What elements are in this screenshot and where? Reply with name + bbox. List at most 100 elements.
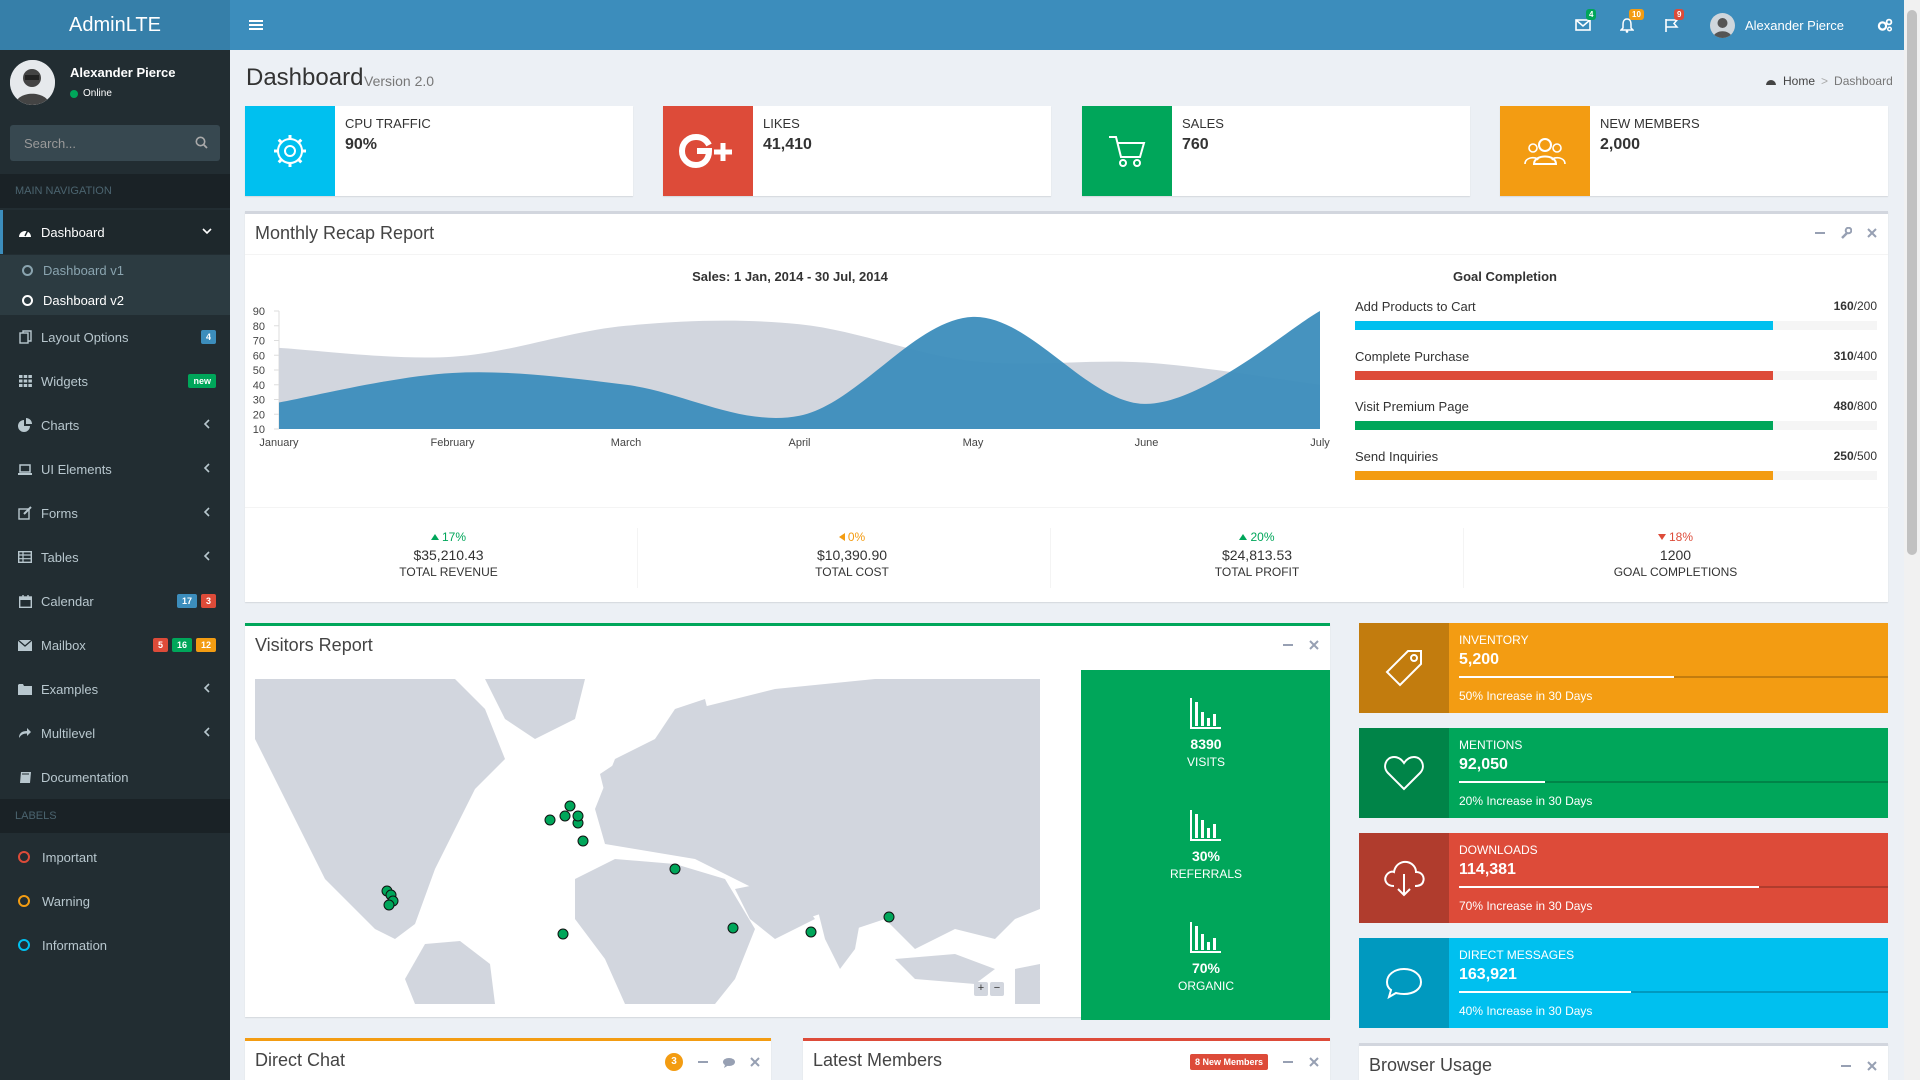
heart-icon [1359,728,1449,818]
sidebar-item-tables[interactable]: Tables [0,535,230,579]
dashboard-submenu: Dashboard v1 Dashboard v2 [0,255,230,315]
sidebar-toggle-icon[interactable] [244,0,268,50]
close-icon [1309,1057,1319,1067]
sidebar-item-ui-elements[interactable]: UI Elements [0,447,230,491]
circle-icon [18,939,30,951]
sidebar-subitem-dashboard-v2[interactable]: Dashboard v2 [0,285,230,315]
contacts-toggle-button[interactable] [723,1056,735,1068]
card-description: 50% Increase in 30 Days [1459,689,1593,703]
circle-icon [18,895,30,907]
bar-chart-icon [1190,922,1221,953]
progress-fill [1355,421,1773,430]
sidebar-subitem-dashboard-v1[interactable]: Dashboard v1 [0,255,230,285]
description-block: 0% $10,390.90 TOTAL COST [637,530,1067,579]
progress-fill [1459,781,1545,783]
edit-icon [18,506,32,520]
close-icon [1867,228,1877,238]
notifications-menu-button[interactable]: 10 [1612,0,1644,50]
sidebar-item-label: Calendar [41,593,94,609]
breadcrumb-home-link[interactable]: Home [1783,74,1816,88]
collapse-button[interactable] [697,1056,709,1068]
sidebar-item-mailbox[interactable]: Mailbox 5 16 12 [0,623,230,667]
sidebar-item-label: Widgets [41,373,88,389]
progress-bar [1355,371,1877,380]
x-tick-label: April [788,437,810,449]
sidebar-item-multilevel[interactable]: Multilevel [0,711,230,755]
collapse-button[interactable] [1282,1056,1294,1068]
subitem-label: Dashboard v2 [43,292,124,308]
sidebar-item-label: Multilevel [41,725,96,741]
collapse-button[interactable] [1814,227,1826,239]
sidebar-item-examples[interactable]: Examples [0,667,230,711]
description-amount: $10,390.90 [816,547,888,563]
x-tick-label: March [611,437,642,449]
user-name: Alexander Pierce [70,65,176,80]
laptop-icon [18,462,32,476]
info-box-new-members: NEW MEMBERS 2,000 [1500,106,1888,196]
remove-button[interactable] [1866,227,1878,239]
sidebar-item-forms[interactable]: Forms [0,491,230,535]
sidebar-item-calendar[interactable]: Calendar 17 3 [0,579,230,623]
tasks-menu-button[interactable]: 9 [1656,0,1686,50]
remove-button[interactable] [1866,1060,1878,1072]
series-area-1 [279,311,1320,429]
share-icon [18,726,32,740]
info-box-label: CPU TRAFFIC [345,116,431,131]
card-title: DOWNLOADS [1459,843,1538,857]
caret-down-icon [1657,534,1666,540]
map-zoom-in-button[interactable]: + [974,982,988,996]
world-map[interactable]: + − [255,679,1040,1004]
collapse-button[interactable] [1282,639,1294,651]
sidebar-item-charts[interactable]: Charts [0,403,230,447]
goal-label: Add Products to Cart [1355,299,1476,314]
box-title: Monthly Recap Report [255,223,435,243]
progress-fill [1459,991,1631,993]
collapse-button[interactable] [1840,1060,1852,1072]
sidebar-item-widgets[interactable]: Widgets new [0,359,230,403]
sales-area-chart: 10 20 30 40 50 60 70 80 90 January February March Ap… [253,306,1331,449]
map-zoom-out-button[interactable]: − [990,982,1004,996]
chevron-left-icon [202,419,212,429]
grid-icon [18,374,32,388]
scrollbar-thumb[interactable] [1907,10,1917,555]
tasks-count-badge: 9 [1674,9,1685,20]
card-value: 114,381 [1459,861,1516,878]
sidebar-item-layout-options[interactable]: Layout Options 4 [0,315,230,359]
circle-icon [18,851,30,863]
chevron-left-icon [202,551,212,561]
remove-button[interactable] [749,1056,761,1068]
close-icon [750,1057,760,1067]
world-map-graphic [255,679,1040,1004]
info-box-value: 2,000 [1600,136,1641,153]
search-icon[interactable] [195,136,208,149]
notifications-count-badge: 10 [1629,9,1644,20]
sidebar-label-warning[interactable]: Warning [0,879,230,923]
chevron-left-icon [202,727,212,737]
box-title: Latest Members [813,1050,943,1070]
card-value: 163,921 [1459,966,1517,983]
table-icon [18,550,32,564]
sidebar-label-important[interactable]: Important [0,835,230,879]
remove-button[interactable] [1308,1056,1320,1068]
latest-members-box: Latest Members 8 New Members [803,1038,1330,1080]
sidebar-item-documentation[interactable]: Documentation [0,755,230,799]
files-icon [18,330,32,344]
cloud-download-icon [1359,833,1449,923]
new-members-badge: 8 New Members [1189,1054,1268,1070]
visits-stat: 8390 VISITS [1081,698,1331,769]
progress-bar [1459,991,1888,993]
remove-button[interactable] [1308,639,1320,651]
sidebar-item-label: Examples [41,681,99,697]
sidebar-item-dashboard[interactable]: Dashboard [0,210,230,254]
app-logo[interactable]: AdminLTE [0,0,230,50]
goal-label: Send Inquiries [1355,449,1439,464]
control-sidebar-button[interactable] [1874,0,1896,50]
user-menu[interactable]: Alexander Pierce [1710,0,1844,50]
sidebar-label-information[interactable]: Information [0,923,230,967]
search-input[interactable] [24,125,184,161]
mail-menu-button[interactable]: 4 [1568,0,1598,50]
description-block: 20% $24,813.53 TOTAL PROFIT [1050,530,1464,579]
gears-icon [1877,18,1893,32]
settings-button[interactable] [1840,227,1852,239]
badge: new [188,374,216,388]
